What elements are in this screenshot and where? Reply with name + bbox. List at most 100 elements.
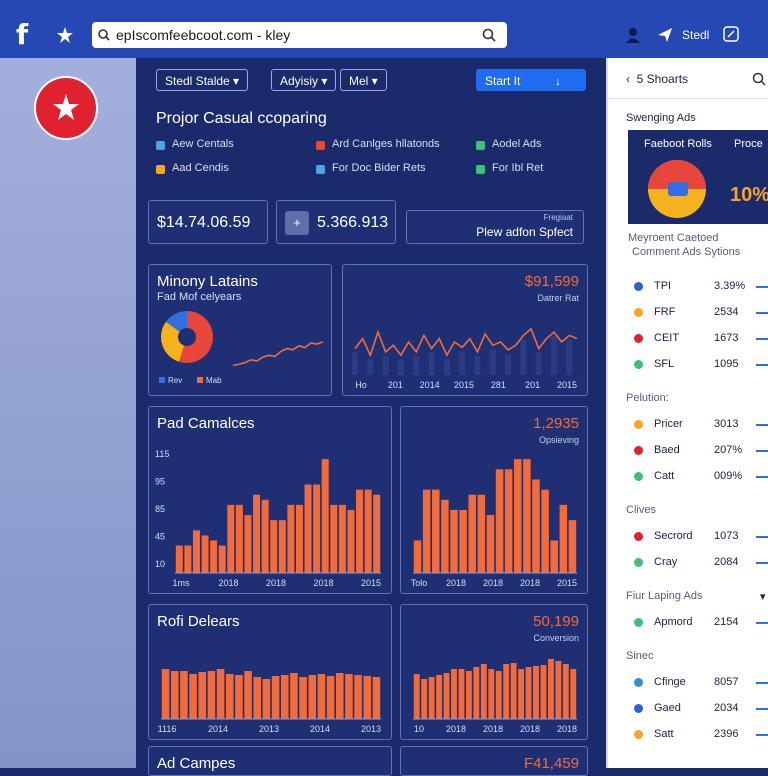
bar xyxy=(261,499,269,573)
x-axis-label: 2018 xyxy=(446,578,466,588)
item-icon xyxy=(634,420,643,429)
side-header: 5 Shoarts xyxy=(636,72,689,86)
primary-button[interactable]: Start It ↓ xyxy=(476,69,586,91)
bg-bar xyxy=(489,349,496,375)
profile-icon[interactable] xyxy=(624,26,642,44)
bar xyxy=(189,674,197,719)
legend-label: Aew Centals xyxy=(172,138,234,150)
x-axis-label: 10 xyxy=(414,724,424,734)
item-icon xyxy=(634,532,643,541)
legend-label: Rev xyxy=(168,376,182,385)
bar xyxy=(295,504,303,573)
bar xyxy=(345,674,353,719)
star-icon[interactable] xyxy=(56,26,74,44)
back-link[interactable]: ‹ 5 Shoarts xyxy=(626,72,689,86)
address-bar[interactable]: epIscomfeebcoot.com - kley xyxy=(92,22,507,48)
y-axis-label: 85 xyxy=(155,504,165,514)
edit-icon[interactable] xyxy=(722,25,740,43)
y-axis-label: 95 xyxy=(155,477,165,487)
legend-label: For Doc Bider Rets xyxy=(332,162,426,174)
bar xyxy=(218,545,226,573)
item-value: 009% xyxy=(714,470,743,482)
legend-label: Ard Canlges hllatonds xyxy=(332,138,440,150)
item-bar xyxy=(756,286,768,288)
bar xyxy=(227,504,235,573)
stat-card: + 5.366.913 xyxy=(276,200,396,244)
bar xyxy=(443,673,450,719)
send-icon[interactable] xyxy=(656,26,674,44)
bar xyxy=(441,499,449,573)
main-panel: Stedl Stalde ▾ Adyisiy ▾ Mel ▾ Start It ↓… xyxy=(136,58,608,776)
legend-swatch xyxy=(316,165,325,174)
item-label: Pricer xyxy=(654,418,683,430)
bg-bar xyxy=(551,336,558,375)
item-value: 1073 xyxy=(714,530,739,542)
bar xyxy=(570,669,577,719)
bar xyxy=(413,674,420,719)
x-axis-label: 2015 xyxy=(557,578,577,588)
chart-card: Ad Campes xyxy=(148,746,392,776)
dropdown-button[interactable]: Stedl Stalde ▾ xyxy=(156,69,249,91)
card-title: Rofi Delears xyxy=(157,613,240,630)
dropdown-button[interactable]: Adyisiy ▾ xyxy=(271,69,337,91)
bar xyxy=(518,669,525,719)
bar xyxy=(192,530,200,573)
bar xyxy=(532,479,540,573)
search-icon[interactable] xyxy=(752,72,766,86)
bar xyxy=(253,494,261,573)
search-button[interactable] xyxy=(482,28,496,42)
bar xyxy=(180,671,188,719)
bar xyxy=(244,515,252,573)
bar xyxy=(488,669,495,719)
bar xyxy=(559,504,568,573)
x-axis-label: 2015 xyxy=(454,380,474,390)
chart: 1116 2014 2013 2014 2013 xyxy=(158,669,381,734)
dropdown-button[interactable]: Mel ▾ xyxy=(340,69,387,91)
x-axis-label: 2018 xyxy=(218,578,238,588)
bar xyxy=(313,484,321,573)
x-axis-label: 2018 xyxy=(446,724,466,734)
chart-card: Pad Camalces 115 95 85 45 10 1ms 2018 2018 2018 20… xyxy=(148,406,392,594)
bg-bar xyxy=(382,355,389,375)
legend-swatch xyxy=(316,141,325,150)
bar xyxy=(363,676,372,719)
bar xyxy=(450,509,458,573)
card-value: $91,599 xyxy=(524,273,579,290)
pie-center xyxy=(178,328,196,346)
item-label: Baed xyxy=(654,444,680,456)
item-bar xyxy=(756,450,768,452)
x-axis-label: 2018 xyxy=(557,724,577,734)
bar xyxy=(364,489,372,573)
bar xyxy=(503,664,510,719)
bar xyxy=(510,663,517,719)
promo-card[interactable]: Faeboot Rolls Proce 10% xyxy=(628,130,768,224)
bar xyxy=(216,669,225,719)
bar xyxy=(541,489,549,573)
legend-swatch xyxy=(156,141,165,150)
stat-card[interactable]: Fregiaat Plew adfon Spfect xyxy=(406,210,584,244)
user-name[interactable]: Stedl xyxy=(682,28,710,42)
bar xyxy=(468,494,476,573)
item-label: Secrord xyxy=(654,530,693,542)
dropdown-caret: ▾ xyxy=(760,591,766,603)
app-badge[interactable] xyxy=(34,76,98,140)
chart-card: Rofi Delears 1116 2014 2013 2014 2013 xyxy=(148,604,392,740)
bar xyxy=(562,664,569,719)
bar xyxy=(278,520,286,573)
item-icon xyxy=(634,360,643,369)
x-axis-label: Tolo xyxy=(411,578,428,588)
bar xyxy=(480,664,487,719)
x-axis-label: Ho xyxy=(355,380,367,390)
card-title: Minony Latains xyxy=(157,273,258,290)
item-label: Satt xyxy=(654,728,674,740)
stat-icon: + xyxy=(285,211,309,235)
bar xyxy=(330,504,338,573)
item-label: Cfinge xyxy=(654,676,686,688)
bar xyxy=(317,674,326,719)
logo[interactable]: f xyxy=(16,18,29,51)
bar xyxy=(280,675,289,719)
bar xyxy=(356,489,364,573)
item-icon xyxy=(634,704,643,713)
bar xyxy=(568,520,577,573)
